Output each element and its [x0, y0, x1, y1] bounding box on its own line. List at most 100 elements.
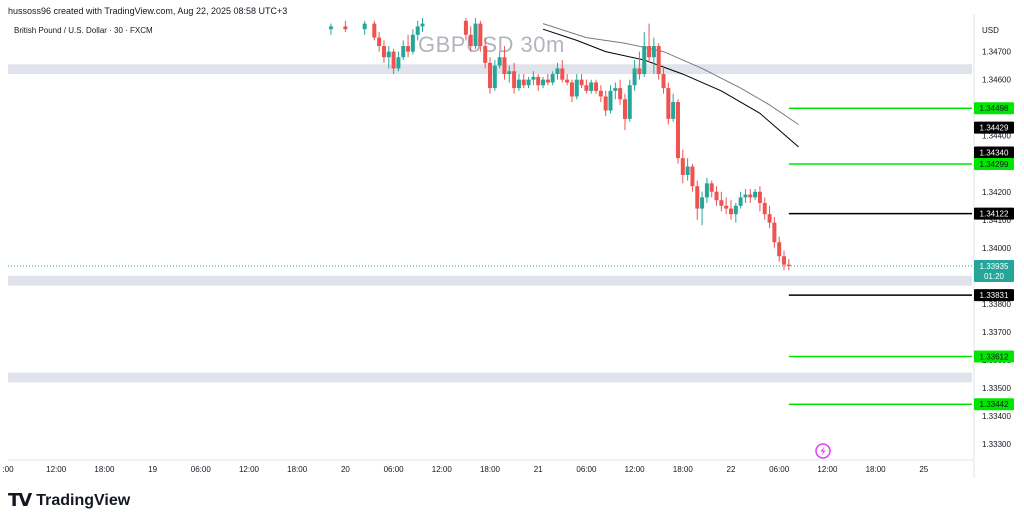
- time-tick-label: 12:00: [46, 465, 67, 474]
- candle-body-61: [690, 166, 695, 187]
- candle-body-29: [536, 76, 541, 86]
- currency-label[interactable]: USD: [982, 26, 999, 35]
- tradingview-logo-mark: TV: [8, 490, 32, 511]
- candle-body-25: [516, 79, 521, 89]
- zones-layer: [8, 64, 972, 383]
- candle-body-48: [627, 85, 632, 119]
- chart-credit: hussoss96 created with TradingView.com, …: [8, 6, 288, 16]
- candle-body-4: [377, 37, 382, 47]
- level-tag-6: [974, 350, 1014, 363]
- candle-body-15: [468, 34, 473, 47]
- candle-body-59: [680, 158, 685, 175]
- time-axis: :00 12:00 18:00 19 06:00 12:00 18:00 20 06:00 12:…: [2, 459, 974, 474]
- candle-body-56: [666, 88, 671, 119]
- candle-body-20: [492, 65, 497, 89]
- candle-body-26: [521, 79, 526, 86]
- level-tag-label-4: 1.34122: [980, 210, 1009, 219]
- candle-body-67: [719, 200, 724, 206]
- instrument-title: British Pound / U.S. Dollar · 30 · FXCM: [14, 26, 153, 35]
- candle-body-36: [569, 82, 574, 97]
- candle-body-66: [714, 191, 719, 201]
- candle-body-79: [777, 242, 782, 257]
- price-tick-label: 1.34000: [982, 244, 1011, 253]
- level-tag-label-2: 1.34340: [980, 149, 1009, 158]
- time-tick-label: 12:00: [239, 465, 260, 474]
- candle-body-23: [507, 71, 512, 75]
- time-tick-label: 18:00: [94, 465, 115, 474]
- candle-body-13: [420, 23, 425, 27]
- price-tick-label: 1.34700: [982, 48, 1011, 57]
- time-tick-label: 19: [148, 465, 157, 474]
- time-tick-label: :00: [2, 465, 14, 474]
- tradingview-logo[interactable]: TV TradingView: [8, 490, 130, 511]
- candle-body-6: [386, 51, 391, 58]
- candle-body-49: [632, 68, 637, 86]
- candle-body-7: [391, 51, 396, 69]
- candle-body-52: [647, 46, 652, 58]
- price-tick-label: 1.33300: [982, 440, 1011, 449]
- candle-body-62: [695, 186, 700, 209]
- candle-body-32: [550, 74, 555, 83]
- candle-body-38: [579, 79, 584, 86]
- candle-body-46: [618, 88, 623, 100]
- level-tag-label-5: 1.33831: [980, 291, 1009, 300]
- candle-body-78: [772, 222, 777, 243]
- level-tag-1: [974, 121, 1014, 134]
- candle-body-70: [733, 205, 738, 215]
- candle-body-42: [598, 90, 603, 97]
- price-tick-label: 1.34100: [982, 216, 1011, 225]
- candle-body-73: [748, 194, 753, 198]
- time-tick-label: 18:00: [866, 465, 887, 474]
- candle-body-16: [473, 23, 478, 47]
- candle-body-3: [372, 23, 377, 38]
- candle-body-53: [651, 46, 656, 58]
- time-tick-label: 22: [727, 465, 736, 474]
- candle-body-76: [762, 202, 767, 215]
- candle-body-14: [463, 20, 468, 35]
- level-tag-label-1: 1.34429: [980, 124, 1009, 133]
- time-tick-label: 06:00: [769, 465, 790, 474]
- level-tag-label-3: 1.34299: [980, 160, 1009, 169]
- levels-layer: [8, 107, 972, 405]
- candle-body-50: [637, 68, 642, 75]
- candle-body-71: [738, 197, 743, 206]
- candle-body-77: [767, 214, 772, 223]
- time-tick-label: 12:00: [625, 465, 646, 474]
- candle-body-35: [565, 79, 570, 83]
- candle-body-65: [709, 183, 714, 192]
- moving-average-line-0: [542, 23, 799, 125]
- lightning-icon-ring: [815, 443, 831, 459]
- price-tick-label: 1.34400: [982, 132, 1011, 141]
- level-tag-5: [974, 289, 1014, 302]
- candle-body-57: [671, 102, 676, 119]
- candle-body-8: [396, 57, 401, 69]
- level-tag-2: [974, 146, 1014, 159]
- candle-body-60: [685, 166, 690, 175]
- candle-body-31: [545, 79, 550, 83]
- candle-body-9: [401, 46, 406, 58]
- level-tag-7: [974, 398, 1014, 411]
- level-tag-3: [974, 158, 1014, 171]
- candle-body-2: [362, 23, 367, 30]
- candle-body-75: [757, 191, 762, 203]
- candle-body-69: [729, 208, 733, 215]
- candle-body-18: [483, 46, 488, 63]
- time-tick-label: 12:00: [432, 465, 453, 474]
- time-tick-label: 06:00: [384, 465, 405, 474]
- last-price-tag: [974, 260, 1014, 283]
- zone-band-1: [8, 275, 972, 286]
- candle-body-80: [782, 256, 787, 265]
- candle-body-40: [589, 82, 594, 91]
- candle-body-47: [622, 99, 627, 119]
- candle-body-19: [488, 62, 492, 89]
- candle-body-51: [642, 46, 647, 75]
- candle-body-34: [560, 68, 565, 80]
- candle-body-0: [328, 26, 333, 30]
- candle-body-37: [574, 79, 579, 97]
- candle-body-21: [497, 57, 502, 66]
- candle-body-68: [724, 205, 729, 209]
- time-tick-label: 18:00: [287, 465, 308, 474]
- candle-body-22: [502, 57, 507, 75]
- level-tag-label-0: 1.34498: [980, 104, 1009, 113]
